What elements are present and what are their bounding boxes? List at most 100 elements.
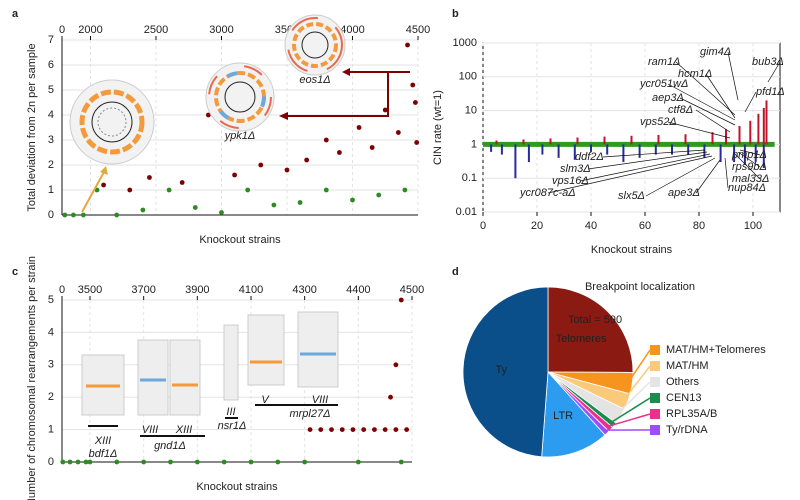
arrow [282,71,410,117]
point [245,187,251,193]
bar [522,139,525,145]
inset-panel [223,324,239,401]
leader-line [739,149,761,156]
total-note: Total = 590 [568,314,622,326]
point [414,140,420,145]
point [248,459,254,465]
legend-swatch [650,377,660,387]
point [114,212,120,218]
point [275,459,281,465]
x-tick-label: 2000 [78,24,102,36]
x-tick-label: 3500 [78,284,102,296]
leader-line [607,413,651,428]
leader-line [695,159,721,194]
leader-line [587,151,708,170]
point [83,459,89,465]
bar [541,144,544,155]
point [323,137,329,143]
y-tick-label: 5 [48,84,54,96]
annotation: gim4Δ [700,46,731,58]
point [393,427,399,432]
bar [573,144,576,160]
y-tick-label: 10 [465,105,477,117]
annotation: nsr1Δ [218,420,247,432]
bar [687,144,690,155]
point [382,107,388,113]
legend-label: MAT/HM+Telomeres [666,344,766,356]
inset-ring [287,17,343,73]
bar [638,144,641,158]
point [232,172,237,178]
leader-line [547,155,713,194]
legend-label: Ty/rDNA [666,424,708,436]
point [194,459,200,465]
arrow [81,171,105,213]
annotation: pmp1Δ [731,149,767,161]
annotation: ctf8Δ [668,104,693,116]
chart-title: Breakpoint localization [585,281,695,293]
y-tick-label: 2 [48,391,54,403]
y-axis-label: CIN rate (wt=1) [432,90,444,165]
x-axis-label: Knockout strains [196,481,278,493]
point [372,427,377,432]
x-axis-label: Knockout strains [199,234,281,246]
panel-label: b [452,8,459,20]
point [307,427,313,432]
x-tick-label: 100 [744,220,762,232]
annotation: bub3Δ [752,56,784,68]
inset-ring [292,22,338,68]
x-tick-label: 4000 [340,24,364,36]
bar [495,140,498,145]
bar [754,144,757,163]
pie-slice [462,286,549,458]
y-axis-label: Total deviation from 2n per sample [26,43,38,211]
point [395,130,401,135]
x-tick-label: 4100 [239,284,263,296]
point [297,200,303,205]
x-tick-label: 0 [59,284,65,296]
annotation: VIII [312,394,329,406]
bar [500,144,503,155]
leader-line [579,153,711,182]
point [398,297,404,303]
bar [671,144,673,155]
leader-line [744,91,757,113]
leader-line [727,51,739,101]
bar [711,132,714,145]
bar [733,144,736,163]
x-tick-label: 3900 [185,284,209,296]
y-tick-label: 0.1 [462,172,477,184]
annotation: vps52Δ [640,116,677,128]
point [410,82,416,88]
leader-line [737,151,761,168]
x-tick-label: 0 [480,220,486,232]
bar [703,144,706,158]
y-tick-label: 1 [471,138,477,150]
annotation: V [261,394,270,406]
point [304,157,310,163]
point [271,202,277,208]
leader-line [616,381,651,415]
karyotype-inset [284,14,346,76]
point [140,207,146,213]
arrow-head [342,68,350,76]
legend-label: Others [666,376,700,388]
point [376,192,382,198]
leader-line [675,61,736,116]
bar [765,100,768,145]
inset-panel [297,311,339,388]
point [350,197,355,203]
leader-line [610,397,651,424]
point [356,125,362,130]
annotation: mal33Δ [732,173,769,185]
leader-line [724,157,729,189]
chromosome-insets [81,311,339,437]
y-tick-label: 6 [48,59,54,71]
point [101,182,106,188]
point [168,459,173,465]
annotation: bdf1Δ [89,448,118,460]
karyotype-inset [205,62,275,132]
point [70,212,76,218]
bar [738,126,741,145]
